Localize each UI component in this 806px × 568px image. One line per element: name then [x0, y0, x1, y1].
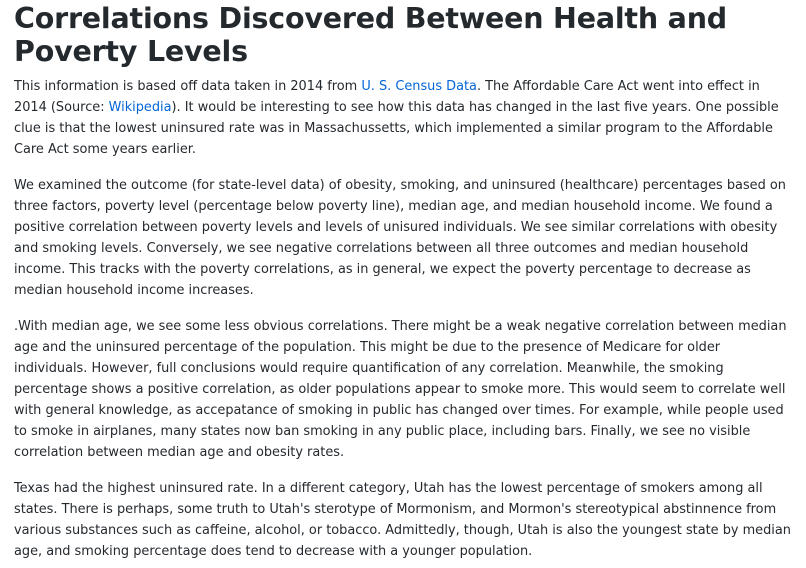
- paragraph-median-age: .With median age, we see some less obvio…: [14, 319, 787, 460]
- paragraph-text: . The Affordable Care Act went into effe…: [14, 79, 760, 115]
- paragraph-text: ). It would be interesting to see how th…: [14, 100, 779, 157]
- paragraph-texas-utah: Texas had the highest uninsured rate. In…: [14, 481, 791, 559]
- paragraph-data-source: This information is based off data taken…: [14, 76, 792, 160]
- paragraph-text: This information is based off data taken…: [14, 79, 362, 94]
- census-data-link[interactable]: U. S. Census Data: [361, 79, 477, 94]
- paragraph-poverty-income: We examined the outcome (for state-level…: [14, 178, 786, 298]
- wikipedia-link[interactable]: Wikipedia: [108, 100, 172, 115]
- page-title: Correlations Discovered Between Health a…: [14, 2, 727, 68]
